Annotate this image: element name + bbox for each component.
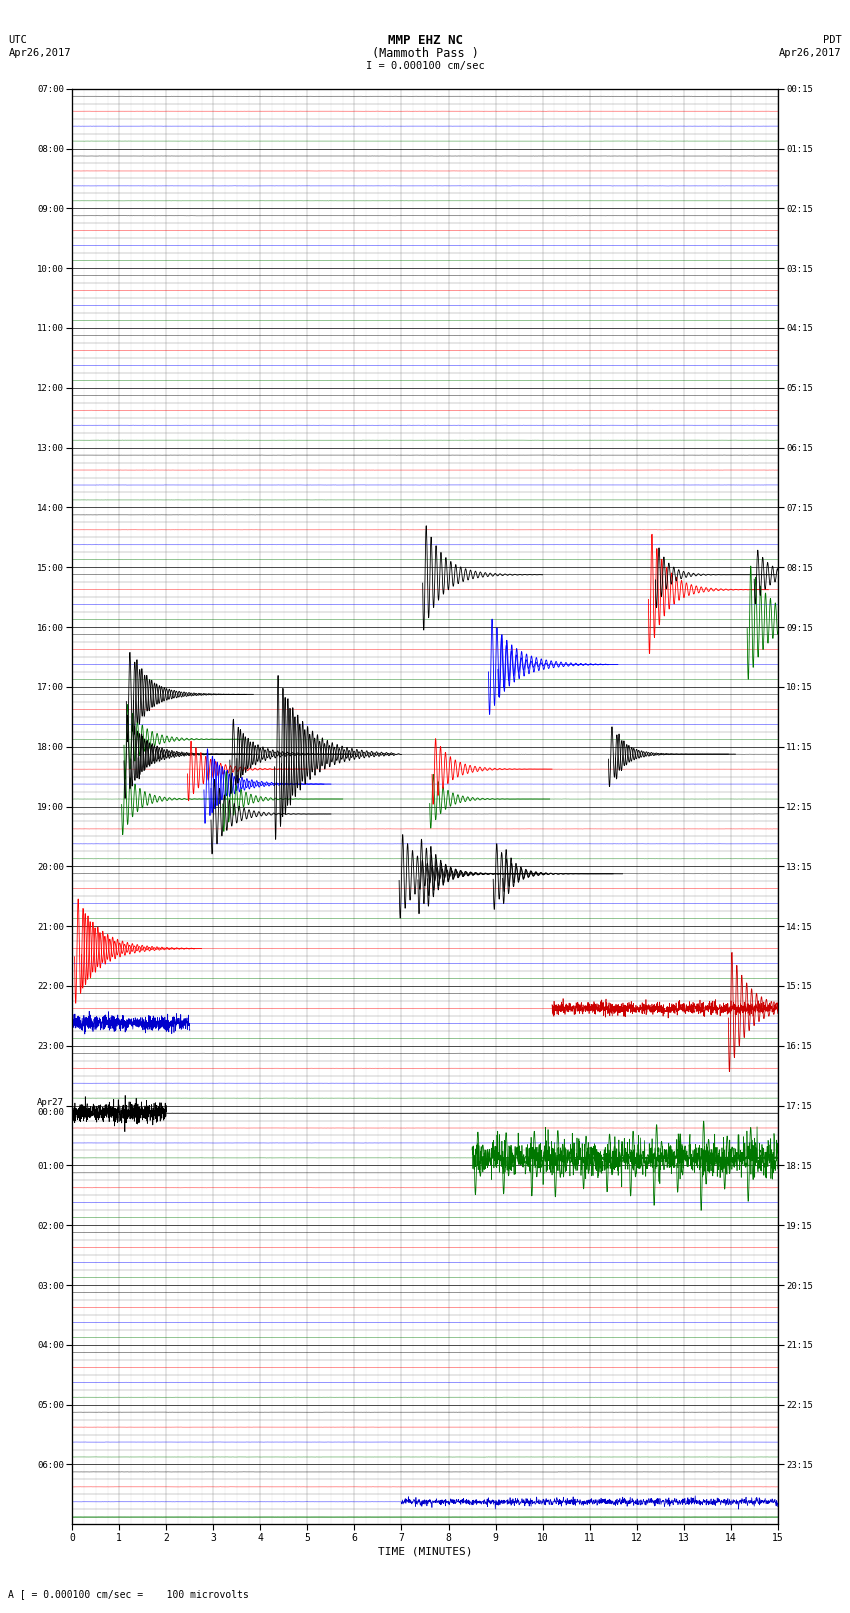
Text: A [ = 0.000100 cm/sec =    100 microvolts: A [ = 0.000100 cm/sec = 100 microvolts (8, 1589, 249, 1598)
Text: I = 0.000100 cm/sec: I = 0.000100 cm/sec (366, 61, 484, 71)
X-axis label: TIME (MINUTES): TIME (MINUTES) (377, 1547, 473, 1557)
Text: MMP EHZ NC: MMP EHZ NC (388, 34, 462, 47)
Text: (Mammoth Pass ): (Mammoth Pass ) (371, 47, 479, 60)
Text: PDT: PDT (823, 35, 842, 45)
Text: Apr26,2017: Apr26,2017 (8, 48, 71, 58)
Text: UTC: UTC (8, 35, 27, 45)
Text: Apr26,2017: Apr26,2017 (779, 48, 842, 58)
